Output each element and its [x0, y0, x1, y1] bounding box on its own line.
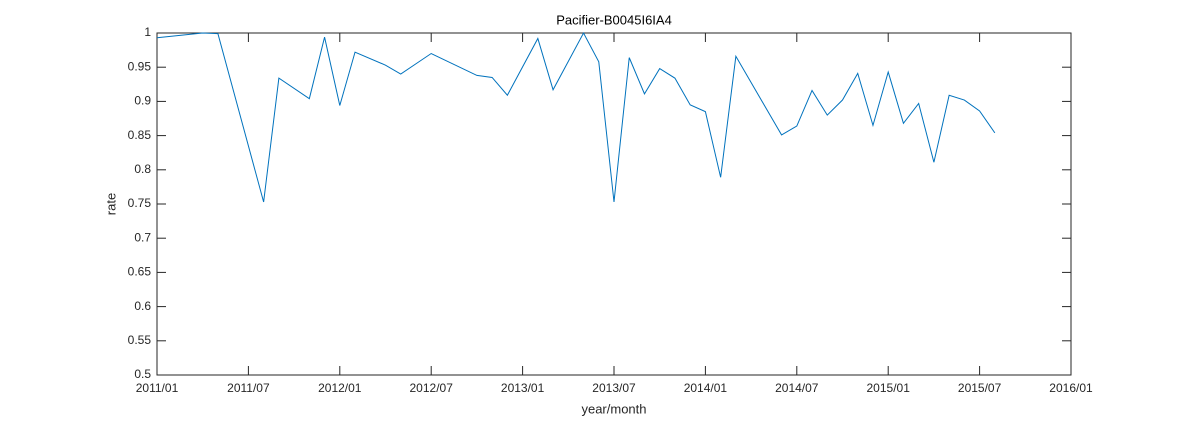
x-tick-label: 2014/01: [684, 381, 728, 395]
y-tick-label: 0.85: [128, 128, 152, 142]
x-tick-label: 2016/01: [1049, 381, 1093, 395]
y-tick-label: 0.8: [134, 162, 151, 176]
y-tick-label: 0.9: [134, 94, 151, 108]
x-tick-label: 2015/07: [958, 381, 1002, 395]
x-tick-label: 2011/07: [227, 381, 270, 395]
x-tick-label: 2012/07: [410, 381, 454, 395]
data-line: [156, 31, 996, 203]
axes-box: [156, 32, 1072, 376]
y-tick-label: 0.7: [134, 230, 151, 244]
x-tick-label: 2013/01: [501, 381, 545, 395]
y-tick-label: 1: [144, 25, 151, 39]
x-tick-label: 2015/01: [867, 381, 911, 395]
x-tick-label: 2011/01: [136, 381, 179, 395]
y-tick-label: 0.75: [128, 196, 152, 210]
x-axis-label: year/month: [581, 401, 646, 416]
y-tick-label: 0.55: [128, 333, 152, 347]
y-axis-label: rate: [103, 193, 118, 215]
y-tick-label: 0.5: [134, 367, 151, 381]
x-tick-label: 2012/01: [318, 381, 362, 395]
x-tick-label: 2013/07: [592, 381, 636, 395]
chart-title: Pacifier-B0045I6IA4: [556, 12, 672, 27]
y-tick-label: 0.95: [128, 59, 152, 73]
x-tick-label: 2014/07: [775, 381, 819, 395]
y-tick-label: 0.6: [134, 299, 151, 313]
y-tick-label: 0.65: [128, 265, 152, 279]
